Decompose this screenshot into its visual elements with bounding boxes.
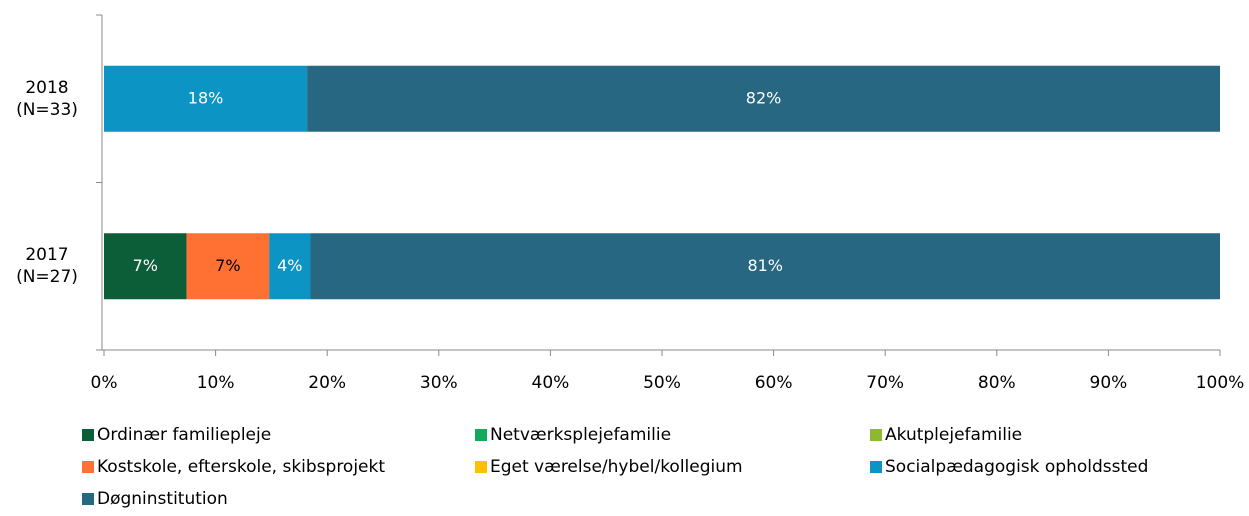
- legend-swatch: [82, 461, 94, 473]
- legend-label: Akutplejefamilie: [885, 425, 1022, 445]
- x-tick-label: 30%: [420, 373, 458, 393]
- x-tick-label: 90%: [1090, 373, 1128, 393]
- data-label: 18%: [188, 88, 224, 107]
- x-tick-label: 100%: [1196, 373, 1245, 393]
- legend-swatch: [82, 429, 94, 441]
- x-tick-label: 20%: [308, 373, 346, 393]
- legend-swatch: [870, 429, 882, 441]
- bar-segment: [269, 233, 311, 300]
- data-label: 81%: [747, 256, 783, 275]
- legend-label: Døgninstitution: [97, 489, 228, 509]
- legend-label: Netværksplejefamilie: [490, 425, 671, 445]
- x-tick-label: 0%: [91, 373, 118, 393]
- bar-segment: [104, 65, 308, 132]
- legend-swatch: [870, 461, 882, 473]
- x-tick-label: 80%: [978, 373, 1016, 393]
- bar-segment: [186, 233, 270, 300]
- legend-label: Ordinær familiepleje: [97, 425, 271, 445]
- x-tick-label: 50%: [643, 373, 681, 393]
- legend-swatch: [475, 461, 487, 473]
- y-tick-label: 2017 (N=27): [16, 245, 78, 288]
- data-label: 82%: [746, 88, 782, 107]
- x-tick-label: 40%: [532, 373, 570, 393]
- data-label: 7%: [133, 256, 158, 275]
- x-tick-label: 60%: [755, 373, 793, 393]
- y-tick-label: 2018 (N=33): [16, 77, 78, 120]
- x-tick-label: 70%: [866, 373, 904, 393]
- legend-label: Socialpædagogisk opholdssted: [885, 457, 1148, 477]
- legend-swatch: [475, 429, 487, 441]
- legend-swatch: [82, 493, 94, 505]
- bar-segment: [310, 233, 1221, 300]
- data-label: 4%: [277, 256, 302, 275]
- legend-label: Eget værelse/hybel/kollegium: [490, 457, 743, 477]
- bar-segment: [307, 65, 1220, 132]
- legend-label: Kostskole, efterskole, skibsprojekt: [97, 457, 385, 477]
- bar-segment: [104, 233, 187, 300]
- data-label: 7%: [215, 256, 240, 275]
- x-tick-label: 10%: [197, 373, 235, 393]
